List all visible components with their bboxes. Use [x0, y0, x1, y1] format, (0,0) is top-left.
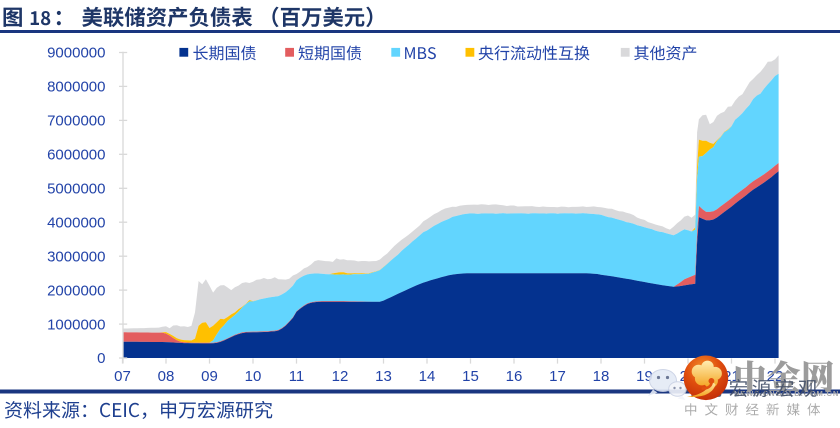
svg-text:1000000: 1000000: [47, 316, 105, 333]
svg-text:7000000: 7000000: [47, 113, 105, 130]
svg-text:14: 14: [419, 368, 436, 385]
svg-text:8000000: 8000000: [47, 79, 105, 96]
svg-text:15: 15: [462, 368, 479, 385]
svg-text:6000000: 6000000: [47, 147, 105, 164]
svg-text:2000000: 2000000: [47, 282, 105, 299]
svg-text:11: 11: [289, 368, 305, 385]
svg-text:10: 10: [245, 368, 262, 385]
svg-text:17: 17: [549, 368, 566, 385]
svg-text:4000000: 4000000: [47, 214, 105, 231]
svg-text:07: 07: [114, 368, 131, 385]
svg-text:22: 22: [767, 368, 784, 385]
svg-text:09: 09: [201, 368, 218, 385]
svg-text:12: 12: [332, 368, 349, 385]
svg-text:NEWS.CNGOLD.COM.CN: NEWS.CNGOLD.COM.CN: [734, 389, 839, 398]
svg-text:13: 13: [375, 368, 392, 385]
svg-text:0: 0: [97, 350, 105, 367]
svg-text:9000000: 9000000: [47, 45, 105, 62]
svg-text:16: 16: [506, 368, 523, 385]
svg-text:18: 18: [593, 368, 610, 385]
svg-text:08: 08: [158, 368, 175, 385]
svg-text:19: 19: [636, 368, 653, 385]
svg-text:3000000: 3000000: [47, 248, 105, 265]
svg-text:5000000: 5000000: [47, 181, 105, 198]
